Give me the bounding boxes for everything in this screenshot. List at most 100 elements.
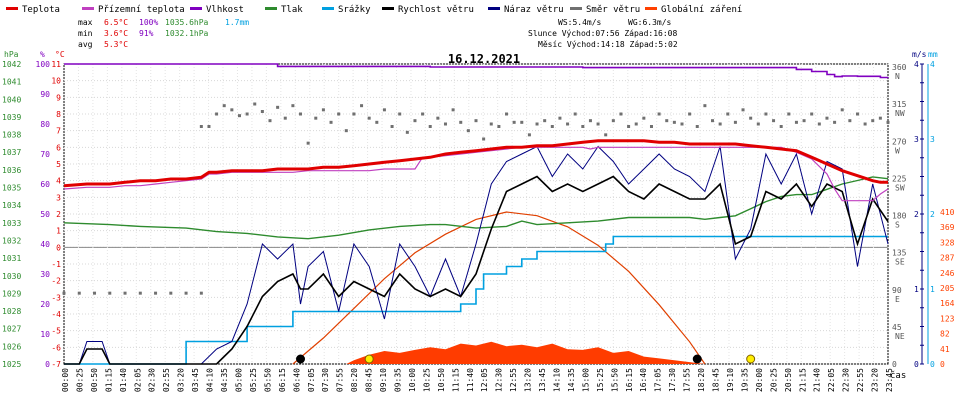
wind-direction-point bbox=[665, 119, 669, 123]
legend-label: Rychlost větru bbox=[398, 5, 474, 15]
x-tick-label: 13:20 bbox=[524, 368, 533, 392]
rain-tick-label: 0 bbox=[930, 360, 935, 369]
wind-direction-point bbox=[558, 116, 562, 120]
wind-direction-point bbox=[482, 137, 486, 141]
percent-tick-label: 60 bbox=[40, 180, 50, 189]
celsius-tick-label: 3 bbox=[56, 193, 61, 202]
wind-direction-point bbox=[230, 108, 234, 112]
info-ws: WS:5.4m/s bbox=[558, 18, 602, 27]
x-tick-label: 06:40 bbox=[292, 368, 301, 392]
celsius-tick-label: -2 bbox=[51, 277, 61, 286]
wind-direction-point bbox=[550, 125, 554, 128]
percent-tick-label: 80 bbox=[40, 120, 50, 129]
direction-tick-label: W bbox=[895, 146, 900, 155]
wind-direction-point bbox=[642, 116, 646, 120]
x-tick-label: 12:05 bbox=[480, 368, 489, 392]
wind-direction-point bbox=[634, 122, 638, 126]
wind-direction-point bbox=[93, 291, 97, 295]
stat-min-press: 1032.1hPa bbox=[165, 29, 209, 38]
x-tick-label: 20:50 bbox=[784, 368, 793, 392]
wind-direction-point bbox=[337, 112, 341, 116]
wind-direction-point bbox=[581, 125, 585, 128]
wind-direction-point bbox=[718, 122, 722, 126]
wind-direction-point bbox=[184, 291, 188, 295]
wind-direction-point bbox=[321, 108, 325, 112]
x-tick-label: 14:35 bbox=[567, 368, 576, 392]
direction-tick-label: 180 bbox=[892, 212, 907, 221]
legend-swatch bbox=[645, 7, 657, 10]
wind-direction-point bbox=[169, 291, 173, 295]
wind-direction-point bbox=[802, 119, 806, 123]
stat-max-label: max bbox=[78, 18, 93, 27]
hpa-tick-label: 1041 bbox=[2, 78, 21, 87]
unit-wind: m/s bbox=[912, 50, 927, 59]
wind-direction-point bbox=[527, 133, 531, 137]
wind-direction-point bbox=[405, 130, 409, 134]
moon-marker bbox=[296, 354, 306, 364]
wind-direction-point bbox=[413, 119, 417, 123]
celsius-tick-label: -1 bbox=[51, 260, 61, 269]
x-tick-label: 15:25 bbox=[596, 368, 605, 392]
ground-temperature-line bbox=[63, 146, 889, 202]
x-tick-label: 16:40 bbox=[639, 368, 648, 392]
hpa-tick-label: 1025 bbox=[2, 360, 21, 369]
hpa-tick-label: 1034 bbox=[2, 201, 21, 210]
direction-tick-label: 315 bbox=[892, 100, 907, 109]
wind-direction-point bbox=[375, 120, 379, 124]
wind-direction-point bbox=[382, 108, 386, 112]
x-tick-label: 05:25 bbox=[249, 368, 258, 392]
percent-tick-label: 100 bbox=[36, 60, 51, 69]
x-tick-label: 07:55 bbox=[336, 368, 345, 392]
hpa-tick-label: 1032 bbox=[2, 236, 21, 245]
chart-title: 16.12.2021 bbox=[448, 52, 520, 66]
x-tick-label: 10:50 bbox=[437, 368, 446, 392]
legend-swatch bbox=[6, 7, 18, 10]
direction-tick-label: 45 bbox=[892, 323, 902, 332]
direction-tick-label: SW bbox=[895, 183, 905, 192]
celsius-tick-label: 10 bbox=[51, 77, 61, 86]
legend-label: Srážky bbox=[338, 5, 371, 15]
wind-direction-point bbox=[268, 119, 272, 123]
wind-direction-point bbox=[749, 116, 753, 120]
x-tick-label: 06:15 bbox=[278, 368, 287, 392]
x-tick-label: 17:30 bbox=[668, 368, 677, 392]
radiation-tick-label: 369 bbox=[940, 223, 955, 232]
stat-max-press: 1035.6hPa bbox=[165, 18, 209, 27]
legend-label: Tlak bbox=[281, 5, 303, 15]
wind-direction-point bbox=[207, 125, 211, 128]
x-tick-label: 04:10 bbox=[206, 368, 215, 392]
radiation-tick-label: 287 bbox=[940, 254, 955, 263]
wind-direction-point bbox=[215, 112, 219, 116]
hpa-tick-label: 1031 bbox=[2, 254, 21, 263]
unit-rain: mm bbox=[928, 50, 938, 59]
radiation-tick-label: 0 bbox=[940, 360, 945, 369]
x-tick-label: 23:20 bbox=[871, 368, 880, 392]
wind-direction-point bbox=[314, 116, 318, 120]
x-tick-label: 05:00 bbox=[234, 368, 243, 392]
x-tick-label: 20:25 bbox=[769, 368, 778, 392]
celsius-tick-label: -4 bbox=[51, 310, 61, 319]
wind-direction-point bbox=[253, 102, 257, 106]
wind-direction-point bbox=[344, 129, 348, 133]
x-tick-label: 19:35 bbox=[740, 368, 749, 392]
wind-direction-point bbox=[573, 112, 577, 116]
percent-tick-label: 90 bbox=[40, 90, 50, 99]
direction-tick-label: 225 bbox=[892, 174, 907, 183]
wind-direction-point bbox=[604, 133, 608, 137]
x-tick-label: 08:20 bbox=[350, 368, 359, 392]
direction-tick-label: SE bbox=[895, 258, 905, 267]
x-tick-label: 09:35 bbox=[393, 368, 402, 392]
legend-swatch bbox=[82, 7, 94, 10]
sun-marker bbox=[364, 354, 374, 364]
hpa-tick-label: 1042 bbox=[2, 60, 21, 69]
hpa-tick-label: 1033 bbox=[2, 219, 21, 228]
x-tick-label: 09:10 bbox=[379, 368, 388, 392]
percent-tick-label: 10 bbox=[40, 330, 50, 339]
direction-tick-label: 0 bbox=[892, 360, 897, 369]
legend-label: Přízemní teplota bbox=[98, 5, 185, 15]
x-tick-label: 15:50 bbox=[610, 368, 619, 392]
wind-direction-point bbox=[543, 119, 547, 123]
celsius-tick-label: 4 bbox=[56, 177, 61, 186]
x-tick-label: 00:50 bbox=[90, 368, 99, 392]
